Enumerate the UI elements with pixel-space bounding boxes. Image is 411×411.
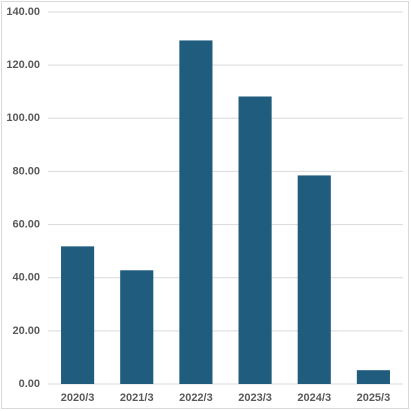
y-tick-label: 120.00: [6, 59, 40, 71]
bar: [297, 175, 331, 384]
y-tick-label: 20.00: [12, 325, 40, 337]
bar: [61, 246, 95, 384]
x-tick-label: 2020/3: [61, 392, 95, 404]
y-tick-label: 140.00: [6, 6, 40, 18]
bar: [120, 270, 154, 384]
y-tick-label: 80.00: [12, 165, 40, 177]
bar: [179, 40, 213, 384]
x-tick-label: 2021/3: [120, 392, 154, 404]
y-tick-label: 100.00: [6, 112, 40, 124]
y-tick-label: 0.00: [19, 378, 40, 390]
y-tick-label: 40.00: [12, 272, 40, 284]
x-tick-label: 2022/3: [179, 392, 213, 404]
bar: [238, 96, 272, 385]
bar: [356, 370, 390, 384]
y-tick-label: 60.00: [12, 218, 40, 230]
x-tick-label: 2024/3: [297, 392, 331, 404]
x-tick-label: 2025/3: [357, 392, 391, 404]
x-tick-label: 2023/3: [238, 392, 272, 404]
